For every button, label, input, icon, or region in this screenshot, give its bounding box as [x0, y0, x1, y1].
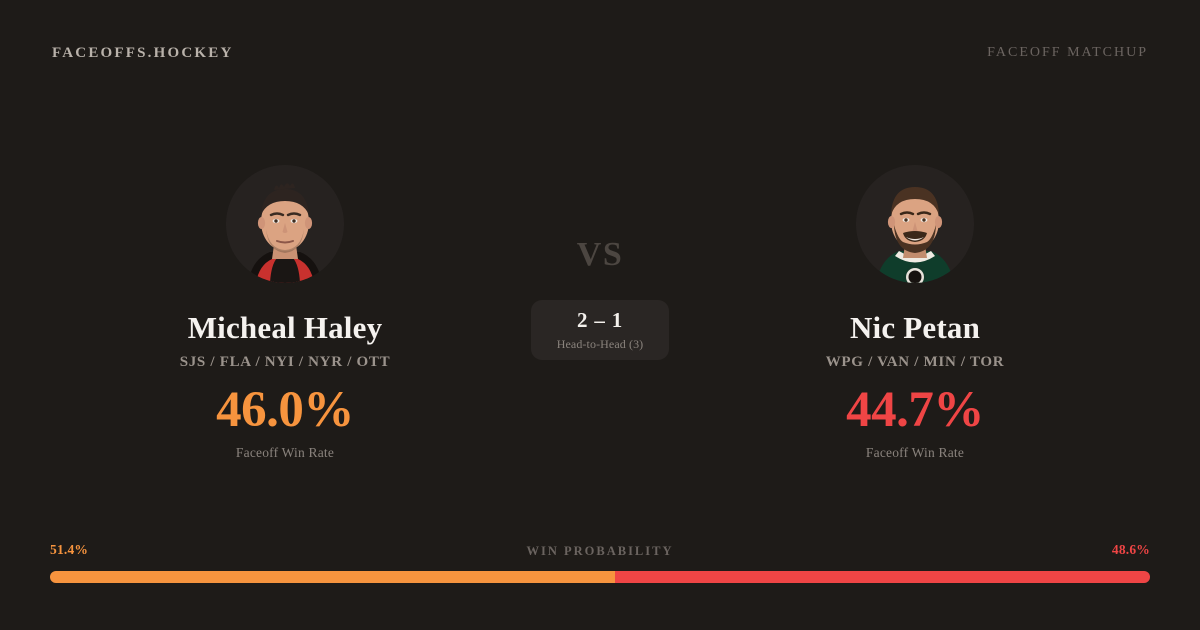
- player-winrate-right: 44.7%: [846, 381, 984, 438]
- win-probability-bar-right: [615, 571, 1150, 583]
- win-probability-left-value: 51.4%: [50, 542, 89, 557]
- player-winrate-left: 46.0%: [216, 381, 354, 438]
- player-teams-right: WPG / VAN / MIN / TOR: [825, 353, 1005, 370]
- site-logo[interactable]: FACEOFFS.HOCKEY: [52, 44, 234, 61]
- player-winrate-label-right: Faceoff Win Rate: [865, 444, 965, 460]
- head-to-head-label: Head-to-Head (3): [556, 337, 644, 351]
- head-to-head-score: 2 – 1: [577, 308, 623, 332]
- player-card-left[interactable]: Micheal Haley SJS / FLA / NYI / NYR / OT…: [70, 140, 500, 461]
- versus-column: VS 2 – 1 Head-to-Head (3): [500, 140, 700, 360]
- win-probability-title: WIN PROBABILITY: [526, 544, 674, 558]
- win-probability-section: 51.4% WIN PROBABILITY 48.6%: [50, 542, 1150, 583]
- player-winrate-label-left: Faceoff Win Rate: [235, 444, 335, 460]
- avatar: [226, 165, 344, 283]
- player-headshot-left-icon: [226, 165, 344, 283]
- win-probability-labels: 51.4% WIN PROBABILITY 48.6%: [50, 542, 1150, 562]
- player-card-right[interactable]: Nic Petan WPG / VAN / MIN / TOR 44.7% Fa…: [700, 140, 1130, 461]
- versus-label: VS: [576, 236, 624, 273]
- player-name-right: Nic Petan: [849, 310, 981, 345]
- win-probability-right-value: 48.6%: [1111, 542, 1150, 557]
- win-probability-bar: [50, 571, 1150, 583]
- matchup-section: Micheal Haley SJS / FLA / NYI / NYR / OT…: [0, 140, 1200, 470]
- head-to-head-badge[interactable]: 2 – 1 Head-to-Head (3): [531, 300, 669, 360]
- player-name-left: Micheal Haley: [187, 310, 383, 345]
- avatar: [856, 165, 974, 283]
- win-probability-bar-left: [50, 571, 616, 583]
- page-header: FACEOFFS.HOCKEY FACEOFF MATCHUP: [0, 0, 1200, 106]
- player-headshot-right-icon: [856, 165, 974, 283]
- page-subtitle: FACEOFF MATCHUP: [987, 45, 1148, 60]
- player-teams-left: SJS / FLA / NYI / NYR / OTT: [179, 353, 391, 370]
